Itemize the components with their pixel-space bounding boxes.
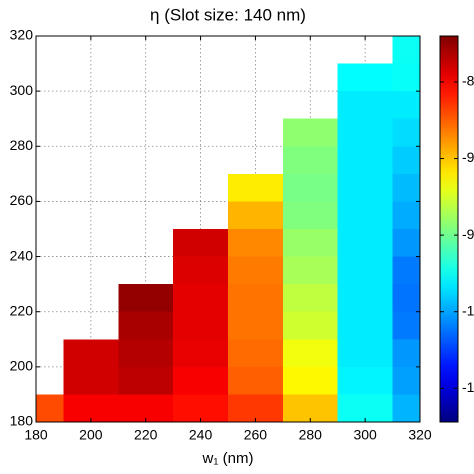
x-tick-label: 200 bbox=[79, 427, 103, 443]
plot-frame bbox=[35, 35, 421, 423]
heatmap-cell bbox=[228, 339, 283, 367]
heatmap-cell bbox=[228, 173, 283, 202]
heatmap-cell bbox=[282, 118, 338, 147]
x-tick-label: 320 bbox=[408, 427, 432, 443]
heatmap-cell bbox=[392, 91, 420, 119]
y-tick-label: 300 bbox=[10, 82, 34, 98]
heatmap-cell bbox=[337, 63, 393, 92]
colorbar-tick-label: -105 bbox=[462, 379, 474, 395]
x-tick-label: 180 bbox=[24, 427, 48, 443]
x-tick-label: 260 bbox=[244, 427, 268, 443]
heatmap-cell bbox=[282, 201, 338, 229]
heatmap-cell bbox=[337, 146, 393, 174]
heatmap-cell bbox=[36, 394, 64, 422]
heatmap-cell bbox=[173, 229, 228, 257]
heatmap-cell bbox=[392, 63, 420, 92]
heatmap-cell bbox=[173, 394, 228, 422]
x-axis-label: w₁ (nm) bbox=[202, 450, 254, 467]
heatmap-cell bbox=[282, 229, 338, 257]
heatmap-cell bbox=[282, 146, 338, 174]
heatmap-cell bbox=[173, 256, 228, 285]
x-tick-label: 300 bbox=[353, 427, 377, 443]
heatmap-cell bbox=[392, 36, 420, 64]
heatmap-cell bbox=[392, 394, 420, 422]
x-tick-label: 220 bbox=[134, 427, 158, 443]
heatmap-cell bbox=[282, 173, 338, 202]
heatmap-cell bbox=[337, 311, 393, 340]
y-tick-label: 180 bbox=[10, 413, 34, 429]
heatmap-cell bbox=[282, 339, 338, 367]
colorbar bbox=[439, 35, 459, 423]
heatmap-cell bbox=[173, 284, 228, 312]
heatmap-cell bbox=[392, 173, 420, 202]
heatmap-cell bbox=[282, 284, 338, 312]
heatmap-cell bbox=[118, 394, 174, 422]
heatmap-cell bbox=[228, 284, 283, 312]
heatmap-cell bbox=[63, 339, 119, 367]
heatmap-cell bbox=[392, 118, 420, 147]
heatmap-cell bbox=[228, 201, 283, 229]
heatmap-cell bbox=[228, 256, 283, 285]
heatmap-cell bbox=[228, 366, 283, 395]
heatmap-cell bbox=[337, 284, 393, 312]
heatmap-cell bbox=[392, 229, 420, 257]
heatmap-cell bbox=[392, 201, 420, 229]
heatmap-cell bbox=[337, 173, 393, 202]
y-tick-label: 320 bbox=[10, 27, 34, 43]
heatmap-cell bbox=[337, 366, 393, 395]
heatmap-cell bbox=[337, 256, 393, 285]
colorbar-tick-label: -90 bbox=[462, 149, 474, 165]
heatmap-cell bbox=[337, 201, 393, 229]
y-tick-label: 200 bbox=[10, 358, 34, 374]
chart-title: η (Slot size: 140 nm) bbox=[150, 5, 306, 24]
heatmap-cell bbox=[63, 366, 119, 395]
heatmap-cell bbox=[392, 339, 420, 367]
heatmap-cell bbox=[228, 394, 283, 422]
heatmap-cell bbox=[118, 311, 174, 340]
heatmap-cell bbox=[282, 394, 338, 422]
heatmap-cell bbox=[282, 311, 338, 340]
colorbar-tick-label: -85 bbox=[462, 73, 474, 89]
heatmap-cell bbox=[337, 394, 393, 422]
heatmap-cell bbox=[337, 339, 393, 367]
heatmap-cell bbox=[173, 311, 228, 340]
heatmap-cell bbox=[228, 311, 283, 340]
y-tick-label: 260 bbox=[10, 192, 34, 208]
y-tick-label: 220 bbox=[10, 302, 34, 318]
heatmap-cell bbox=[392, 284, 420, 312]
heatmap-cell bbox=[63, 394, 119, 422]
heatmap-cell bbox=[337, 229, 393, 257]
heatmap-cell bbox=[173, 339, 228, 367]
heatmap-cell bbox=[228, 229, 283, 257]
y-tick-label: 240 bbox=[10, 247, 34, 263]
heatmap-cell bbox=[118, 284, 174, 312]
heatmap-cell bbox=[392, 366, 420, 395]
heatmap-cell bbox=[118, 366, 174, 395]
heatmap-cell bbox=[392, 256, 420, 285]
heatmap-cell bbox=[392, 311, 420, 340]
colorbar-tick-label: -95 bbox=[462, 226, 474, 242]
axes: 180 200 220 240 260 280 300 320 180 200 220 240 260 2… bbox=[10, 27, 474, 443]
cells bbox=[36, 36, 420, 422]
heatmap-cell bbox=[392, 146, 420, 174]
x-tick-label: 240 bbox=[189, 427, 213, 443]
heatmap-cell bbox=[282, 256, 338, 285]
x-tick-label: 280 bbox=[299, 427, 323, 443]
heatmap-cell bbox=[118, 339, 174, 367]
heatmap-cell bbox=[282, 366, 338, 395]
heatmap-cell bbox=[337, 118, 393, 147]
heatmap-cell bbox=[337, 91, 393, 119]
heatmap-cell bbox=[173, 366, 228, 395]
colorbar-tick-label: -100 bbox=[462, 302, 474, 318]
y-tick-label: 280 bbox=[10, 137, 34, 153]
